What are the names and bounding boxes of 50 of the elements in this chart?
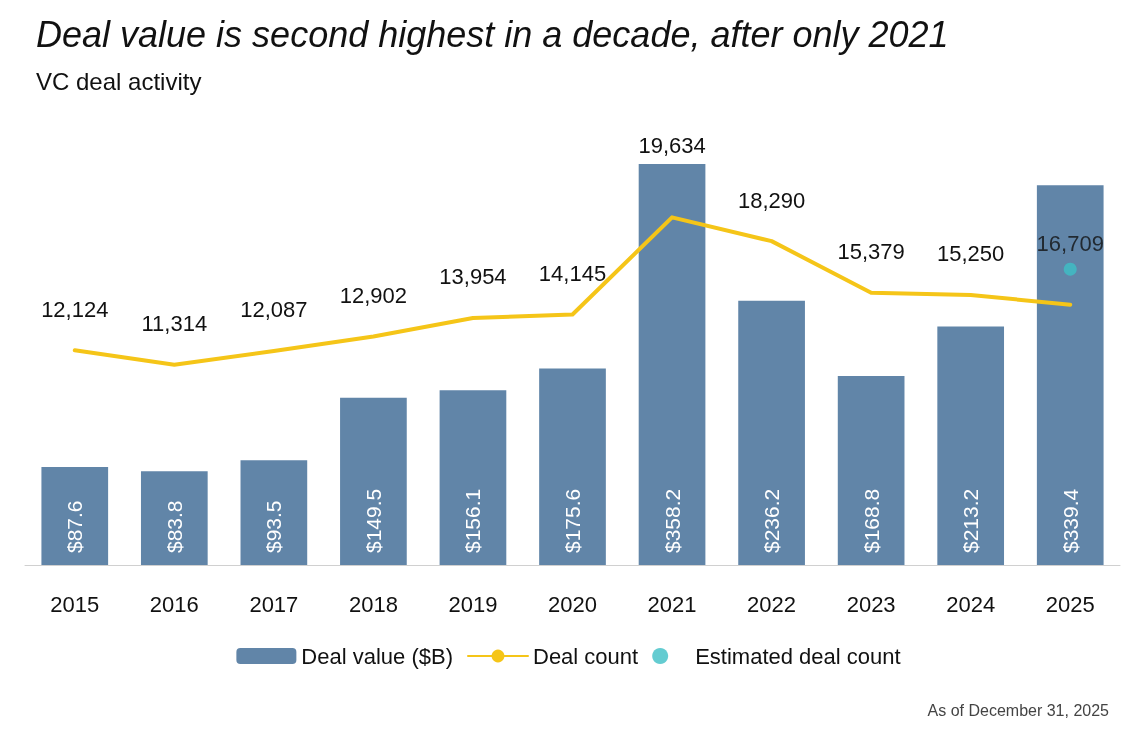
chart-subtitle: VC deal activity [36, 68, 202, 96]
bar [439, 390, 507, 565]
data-label: $339.4 [1058, 488, 1082, 553]
x-tick-label: 2017 [249, 591, 299, 617]
data-label: $149.5 [361, 488, 385, 553]
data-label: $168.8 [859, 488, 883, 553]
bar [638, 164, 706, 565]
data-label: $236.2 [760, 488, 784, 553]
data-label: 12,902 [339, 283, 408, 309]
bar [140, 471, 208, 565]
bar [738, 300, 805, 565]
bar [937, 326, 1005, 565]
data-label: $358.2 [660, 488, 684, 553]
x-tick-label: 2024 [946, 591, 996, 617]
legend-label: Estimated deal count [695, 643, 901, 669]
text: As of December 31, 2025 [927, 702, 1109, 720]
chart-title: Deal value is second highest in a decade, after only 2021 [36, 14, 949, 56]
data-label: 15,379 [837, 239, 905, 265]
bar [340, 397, 407, 565]
data-label: 13,954 [439, 264, 507, 290]
x-tick-label: 2022 [747, 591, 797, 617]
data-label: 16,709 [1036, 231, 1104, 257]
data-label: 12,087 [240, 297, 308, 323]
x-tick-label: 2018 [348, 591, 398, 617]
data-label: 15,250 [937, 241, 1005, 267]
data-label: $93.5 [262, 500, 286, 553]
data-label: $83.8 [162, 500, 186, 553]
data-label: $156.1 [461, 488, 485, 553]
bar [41, 466, 109, 565]
x-tick-label: 2025 [1045, 591, 1095, 617]
data-label: $175.6 [561, 488, 584, 553]
data-label: $87.6 [63, 500, 87, 553]
x-tick-label: 2016 [149, 591, 199, 617]
data-label: 14,145 [538, 261, 607, 287]
data-label: 12,124 [41, 296, 109, 322]
x-tick-label: 2019 [448, 591, 498, 617]
legend-label: Deal count [533, 643, 639, 669]
bar [1036, 185, 1104, 565]
data-label: 19,634 [638, 132, 706, 158]
x-tick-label: 2020 [548, 591, 597, 617]
data-label: 18,290 [737, 187, 806, 213]
bar [240, 460, 308, 565]
data-label: 11,314 [141, 311, 208, 337]
x-tick-label: 2023 [846, 591, 896, 617]
bar [539, 368, 606, 565]
x-tick-label: 2021 [647, 591, 697, 617]
x-tick-label: 2015 [50, 591, 100, 617]
data-label: $213.2 [959, 488, 983, 553]
bar [837, 376, 905, 565]
legend-label: Deal value ($B) [301, 643, 454, 669]
